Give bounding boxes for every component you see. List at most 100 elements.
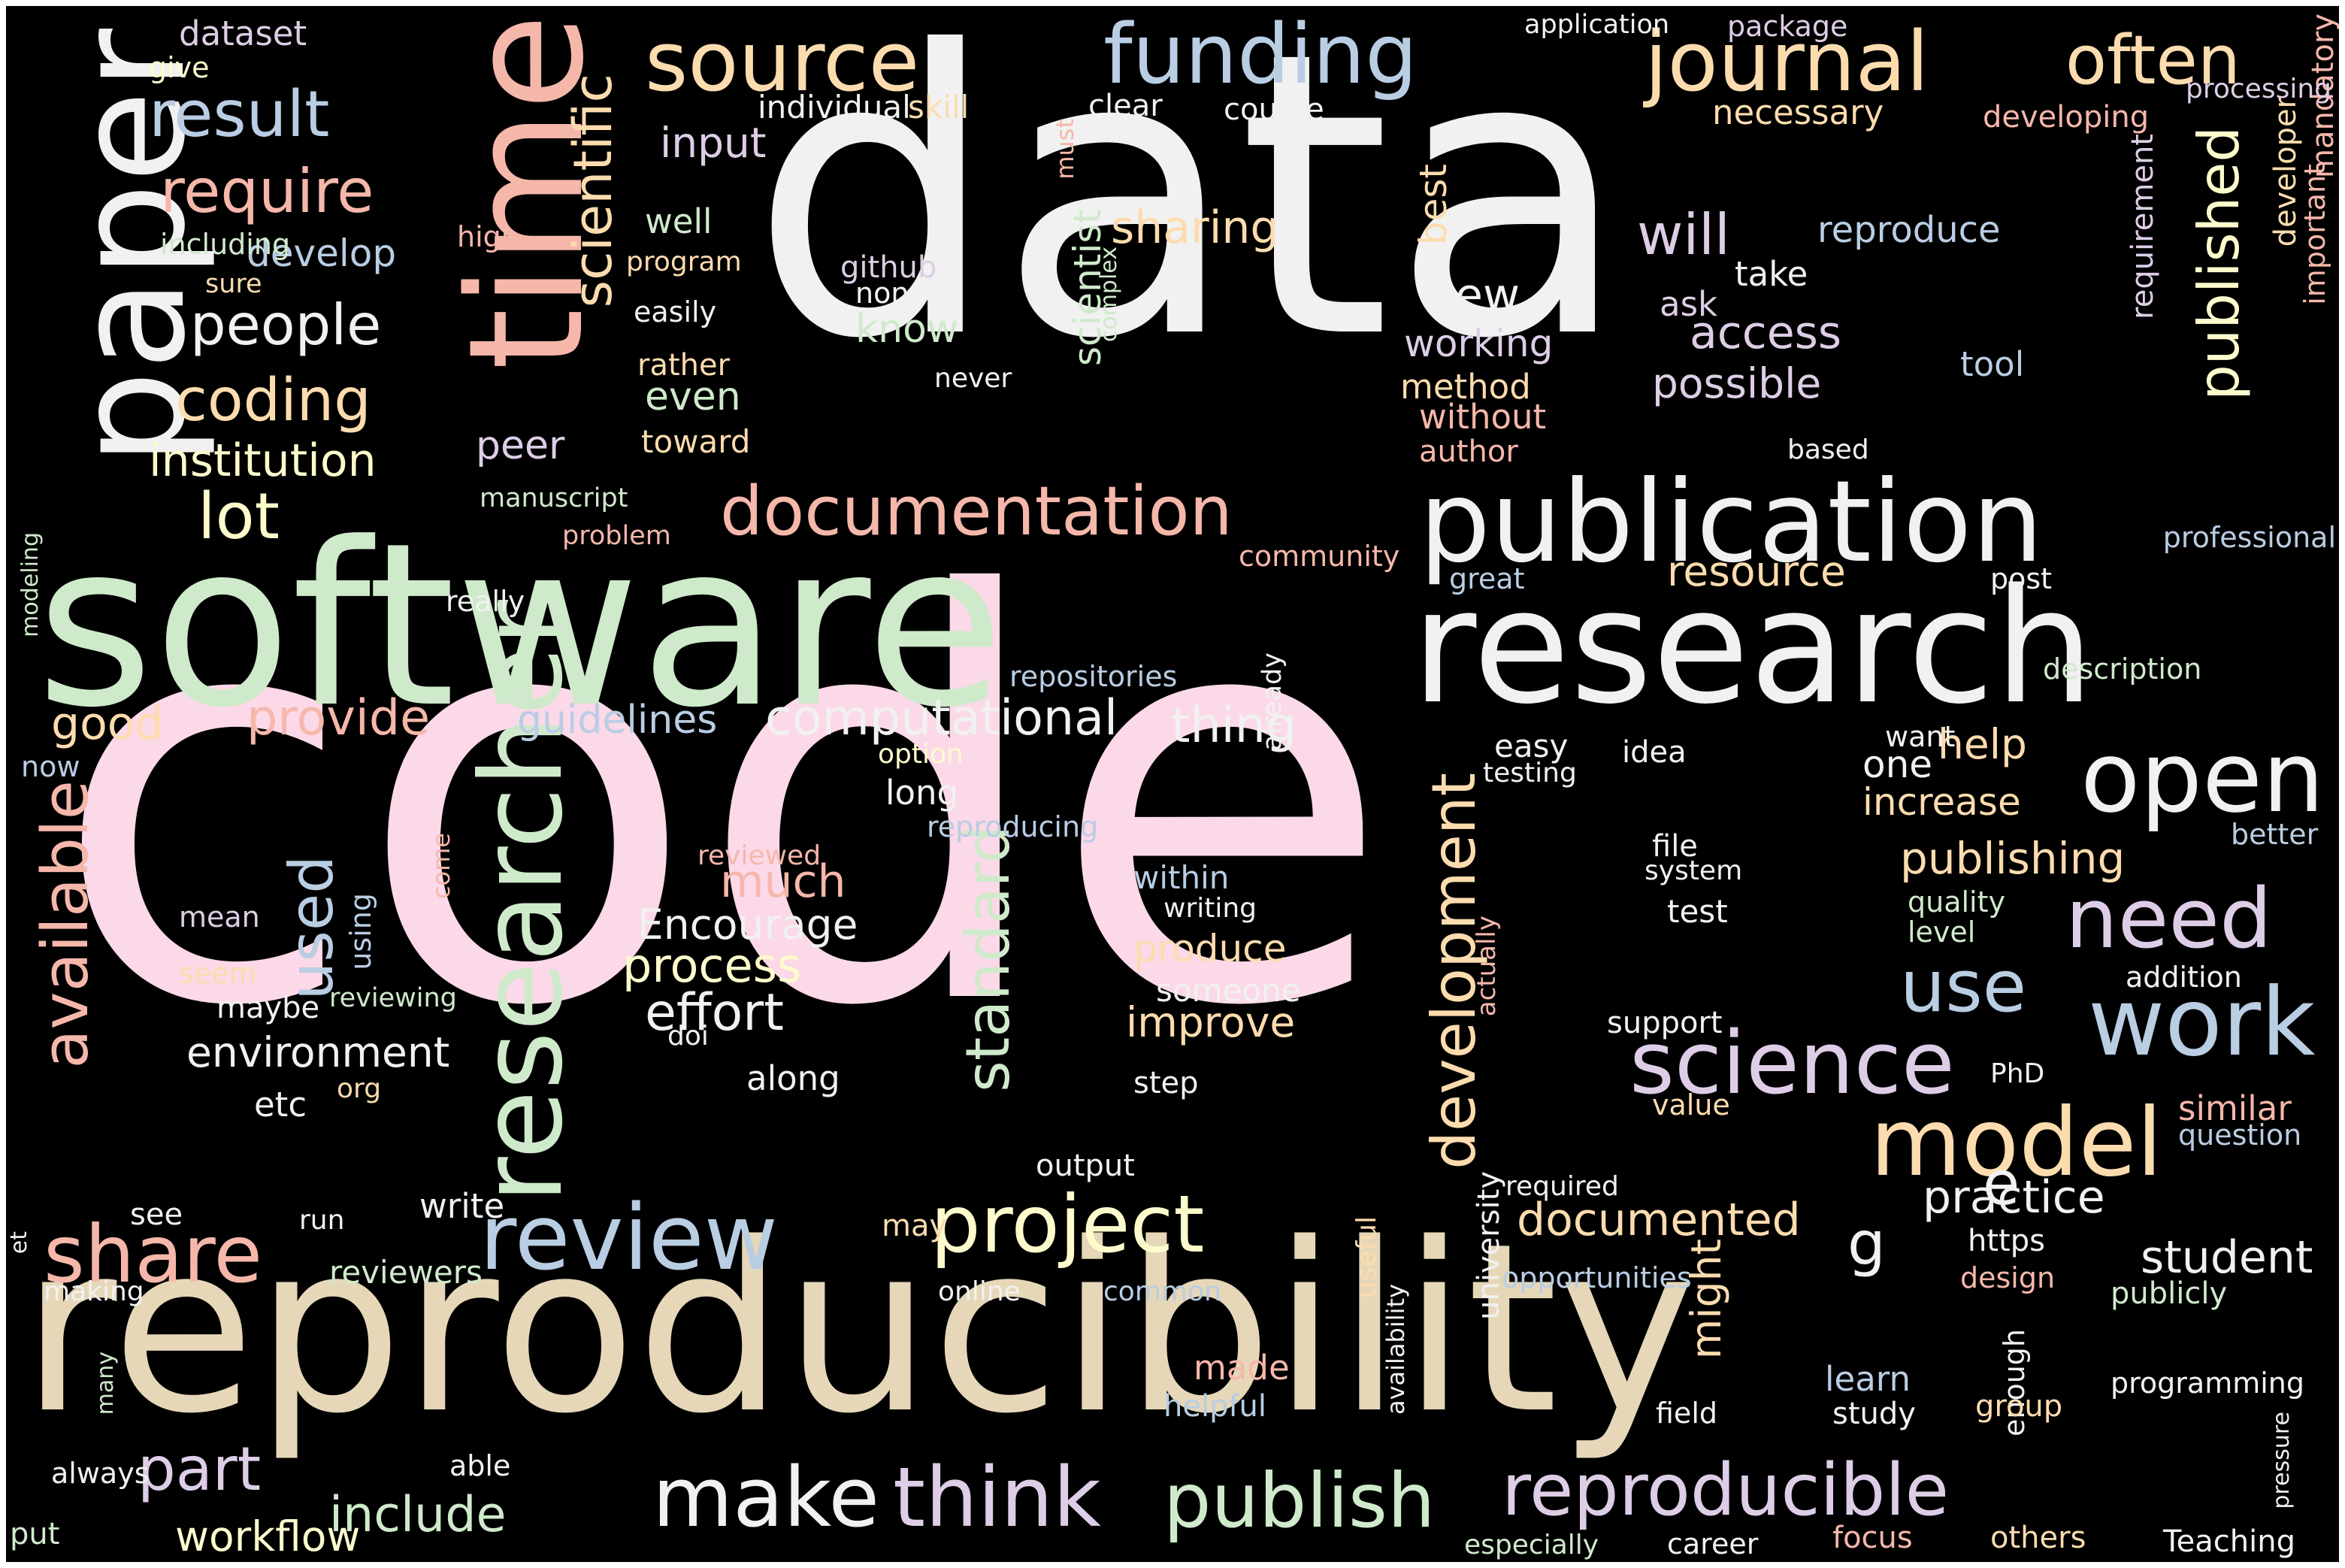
word-reviewers: reviewers [329, 1254, 483, 1291]
word-will: will [1637, 201, 1730, 268]
word-even: even [645, 374, 741, 419]
word-repositories: repositories [1009, 660, 1177, 693]
word-never: never [934, 363, 1012, 394]
word-package: package [1727, 10, 1847, 43]
word-application: application [1524, 10, 1669, 40]
word-skill: skill [908, 89, 969, 126]
word-publishing: publishing [1900, 833, 2125, 884]
word-study: study [1832, 1397, 1916, 1431]
word-reproducing: reproducing [927, 810, 1098, 843]
word-coding: coding [175, 367, 371, 434]
word-produce: produce [1133, 927, 1286, 970]
word-someone: someone [1156, 972, 1301, 1009]
word-much: much [720, 855, 846, 908]
word-provide: provide [247, 690, 430, 746]
word-option: option [878, 739, 964, 770]
word-easy: easy [1494, 728, 1568, 764]
word-research: research [1412, 555, 2095, 739]
word-complex: complex [1096, 247, 1122, 342]
word-career: career [1667, 1527, 1759, 1560]
word-requirement: requirement [2126, 134, 2160, 319]
word-help: help [1938, 720, 2027, 768]
word-available: available [29, 780, 103, 1069]
word-able: able [449, 1449, 510, 1482]
word-institution: institution [149, 434, 377, 487]
word-output: output [1036, 1149, 1135, 1183]
word-publish: publish [1163, 1457, 1435, 1545]
word-course: course [1224, 92, 1324, 127]
word-description: description [2043, 652, 2201, 686]
word-better: better [2231, 818, 2319, 851]
word-increase: increase [1862, 780, 2021, 824]
word-sharing: sharing [1111, 201, 1279, 254]
word-modeling: modeling [17, 532, 44, 637]
word-teaching: Teaching [2162, 1524, 2295, 1559]
word-based: based [1787, 434, 1869, 465]
word-process: process [622, 938, 801, 993]
word-think: think [893, 1449, 1101, 1545]
word-reproduce: reproduce [1817, 209, 2001, 251]
word-writing: writing [1163, 893, 1257, 924]
word-others: others [1990, 1521, 2086, 1555]
word-student: student [2141, 1231, 2313, 1284]
word-open: open [2080, 720, 2324, 834]
word-scientist: scientist [1066, 209, 1109, 366]
word-testing: testing [1483, 758, 1577, 789]
word-include: include [329, 1487, 507, 1543]
word-workflow: workflow [175, 1512, 360, 1560]
word-code: code [51, 480, 1393, 1128]
word-problem: problem [562, 521, 671, 551]
word-publicly: publicly [2110, 1276, 2227, 1311]
word-etc: etc [254, 1085, 307, 1125]
word-availability: availability [1381, 1284, 1410, 1415]
word-step: step [1133, 1066, 1199, 1100]
word-required: required [1505, 1171, 1619, 1202]
word-development: development [1419, 773, 1489, 1170]
word-write: write [419, 1186, 504, 1226]
word-possible: possible [1652, 359, 1821, 407]
word-without: without [1419, 397, 1546, 437]
word-always: always [51, 1457, 150, 1490]
word-make: make [652, 1449, 879, 1545]
word-high: high [457, 220, 519, 253]
word-especially: especially [1464, 1530, 1599, 1560]
word-come: come [427, 833, 455, 899]
word-phd: PhD [1990, 1058, 2044, 1089]
word-documented: documented [1517, 1194, 1801, 1246]
word-great: great [1449, 562, 1524, 595]
word-resource: resource [1667, 547, 1846, 595]
word-doi: doi [667, 1021, 709, 1052]
word-already: already [1257, 652, 1287, 751]
word-clear: clear [1088, 89, 1163, 123]
word-want: want [1885, 720, 1955, 753]
word-give: give [149, 51, 210, 84]
word-developing: developing [1983, 100, 2149, 135]
word-github: github [840, 250, 936, 285]
word-toward: toward [641, 423, 750, 460]
word-paper: paper [44, 28, 219, 466]
word-https: https [1968, 1224, 2045, 1258]
word-part: part [138, 1434, 261, 1504]
word-scientific: scientific [562, 74, 624, 307]
word-university: university [1472, 1171, 1506, 1320]
cloud-background [6, 6, 2339, 1562]
word-group: group [1975, 1389, 2062, 1424]
word-mean: mean [179, 901, 260, 934]
word-time: time [434, 14, 619, 370]
word-question: question [2178, 1118, 2301, 1152]
word-thing: thing [1171, 698, 1297, 754]
word-good: good [51, 698, 164, 750]
word-online: online [938, 1276, 1021, 1307]
word-effort: effort [645, 983, 784, 1043]
word-researcher: researcher [457, 600, 588, 1203]
word-reviewed: reviewed [697, 840, 821, 871]
word-require: require [160, 156, 374, 226]
word-using: using [344, 893, 377, 970]
word-individual: individual [758, 89, 911, 126]
word-encourage: Encourage [637, 901, 858, 949]
word-often: often [2065, 21, 2241, 100]
word-reproducibility: reproducibility [21, 1194, 1696, 1465]
word-improve: improve [1126, 998, 1295, 1046]
